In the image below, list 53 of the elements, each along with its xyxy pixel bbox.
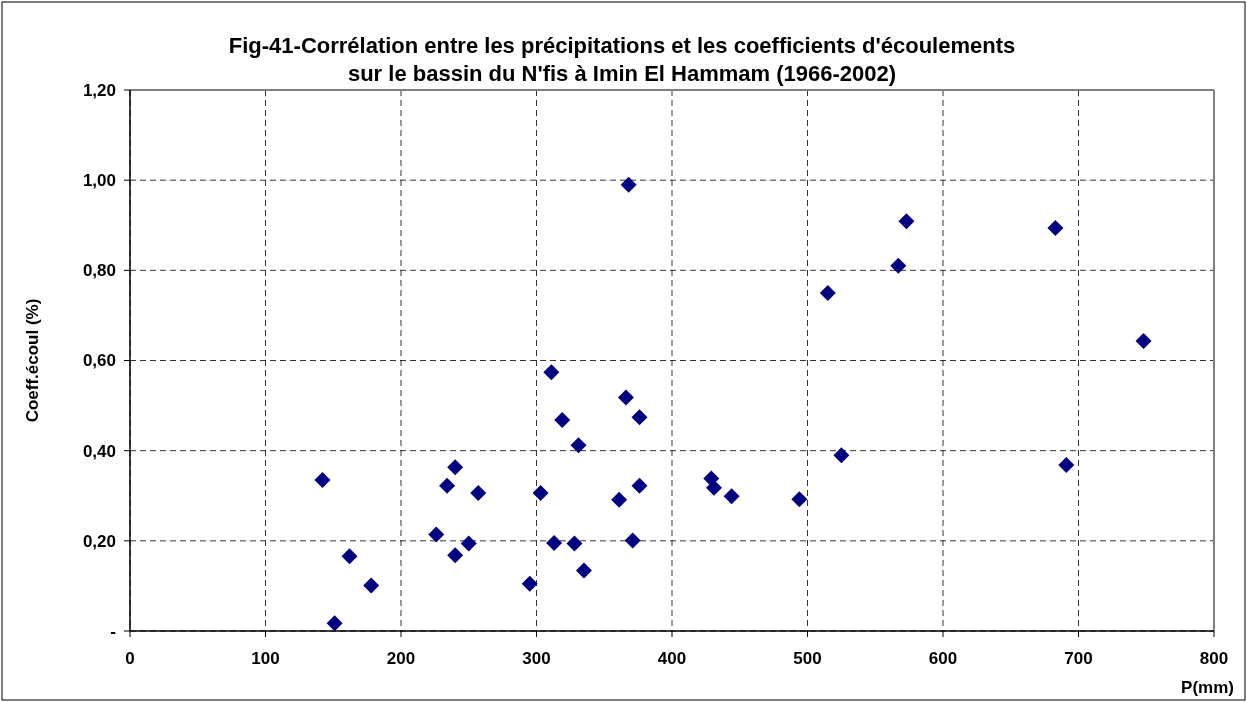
- point: [428, 526, 445, 543]
- point: [554, 412, 571, 429]
- x-tick-label: 700: [1064, 649, 1093, 668]
- x-tick-label: 200: [386, 649, 416, 668]
- x-tick-label: 800: [1199, 649, 1229, 668]
- x-tick-label: 300: [522, 649, 551, 668]
- point: [890, 257, 907, 274]
- x-tick-label: 400: [657, 649, 687, 668]
- point: [341, 548, 358, 565]
- point: [706, 479, 723, 496]
- point: [791, 491, 808, 508]
- point: [470, 485, 487, 502]
- point: [1058, 457, 1075, 474]
- point: [617, 389, 634, 406]
- point: [620, 176, 637, 193]
- point: [521, 575, 538, 592]
- point: [460, 535, 477, 552]
- point: [898, 213, 915, 230]
- x-axis-title: P(mm): [1181, 678, 1234, 697]
- point: [363, 577, 380, 594]
- point: [314, 471, 331, 488]
- point: [566, 535, 583, 552]
- point: [532, 485, 549, 502]
- chart-title: Fig-41-Corrélation entre les précipitations et les coefficients d'écoulements sur le bassin du N'fis à Imin El Hammam (1966-2002): [228, 33, 1016, 86]
- point: [575, 562, 592, 579]
- y-tick-label: 1,00: [82, 171, 116, 191]
- point: [570, 437, 587, 454]
- x-tick-label: 100: [251, 649, 280, 668]
- point: [447, 459, 464, 476]
- point: [546, 535, 563, 552]
- point: [447, 547, 464, 564]
- y-tick-label: 1,20: [82, 80, 116, 100]
- point: [631, 477, 648, 494]
- point: [1135, 333, 1152, 350]
- y-tick-label: 0,40: [82, 441, 116, 461]
- point: [723, 488, 740, 505]
- point: [326, 615, 343, 632]
- point: [833, 447, 850, 464]
- y-tick-label: 0,20: [82, 531, 116, 551]
- x-tick-label: 0: [125, 649, 135, 668]
- point: [439, 477, 456, 494]
- point: [819, 284, 836, 301]
- point: [631, 409, 648, 426]
- y-axis-title: Coeff.écoul (%): [23, 298, 42, 423]
- x-tick-label: 500: [793, 649, 822, 668]
- point: [624, 532, 641, 549]
- point: [543, 364, 560, 381]
- point: [611, 491, 628, 508]
- y-tick-label: -: [110, 621, 116, 641]
- point: [1047, 219, 1064, 236]
- x-tick-label: 600: [928, 649, 958, 668]
- y-tick-label: 0,60: [82, 351, 116, 371]
- y-tick-label: 0,80: [82, 261, 116, 281]
